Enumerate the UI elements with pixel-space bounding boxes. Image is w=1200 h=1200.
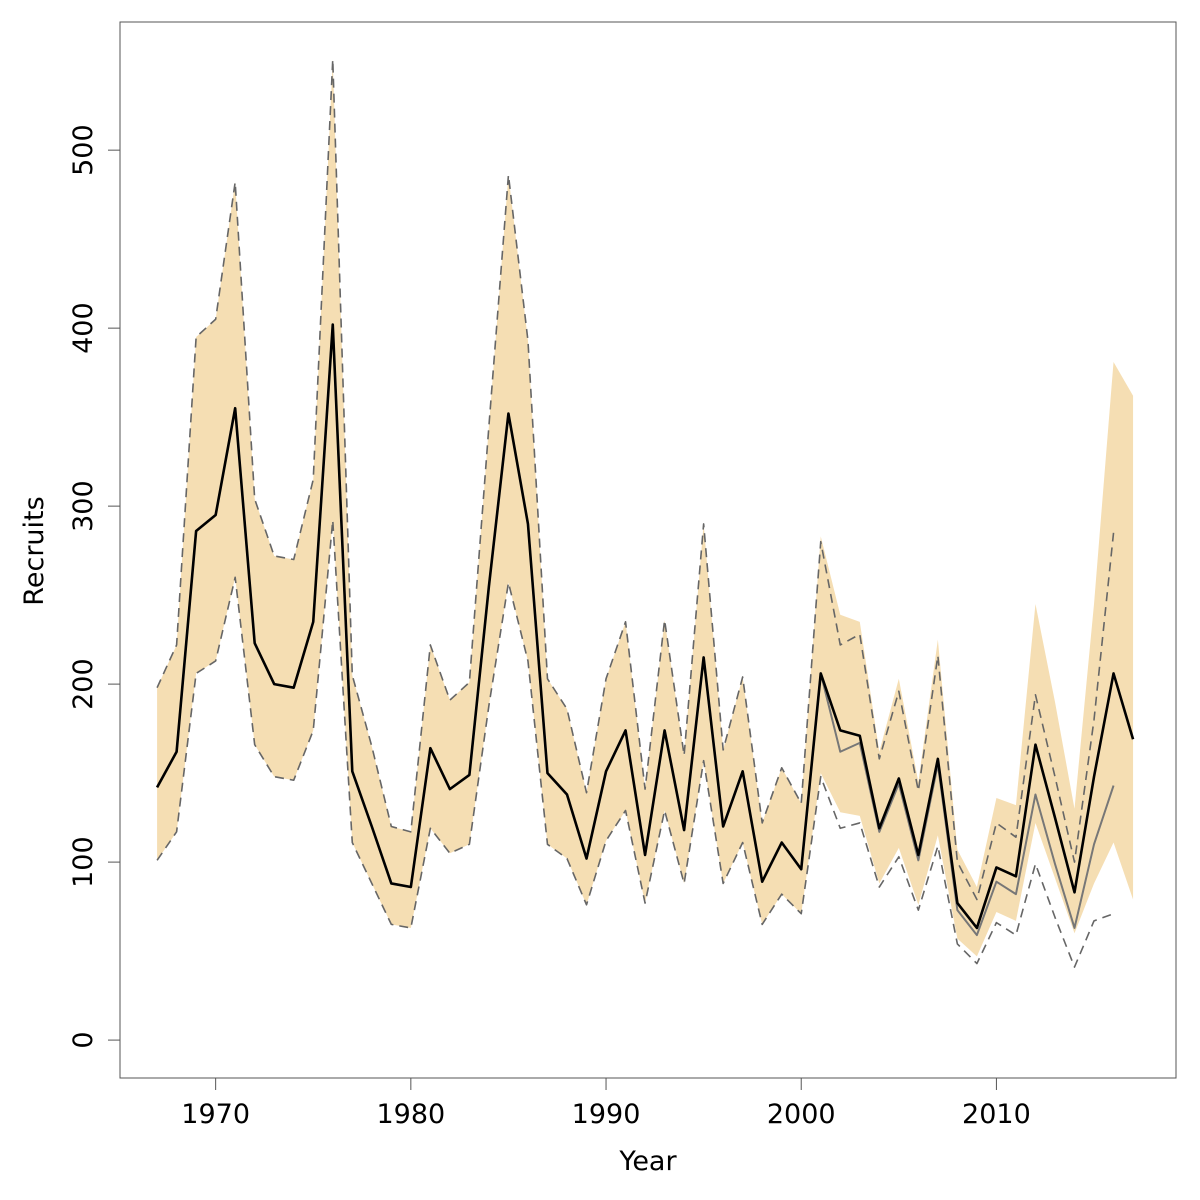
x-tick-label: 1980 (376, 1099, 445, 1130)
y-tick-label: 0 (68, 1031, 99, 1048)
y-tick-label: 500 (68, 124, 99, 176)
y-tick-label: 300 (68, 480, 99, 532)
y-tick-label: 100 (68, 836, 99, 888)
series-line (155, 323, 1135, 930)
x-tick-label: 1970 (181, 1099, 250, 1130)
x-tick-label: 2010 (962, 1099, 1031, 1130)
x-tick-label: 1990 (572, 1099, 641, 1130)
confidence-band (157, 59, 1134, 957)
x-axis-label: Year (618, 1146, 677, 1177)
interval-line (156, 58, 1115, 901)
y-tick-label: 400 (68, 302, 99, 354)
plot-frame (119, 21, 1177, 1079)
interval-line (156, 519, 1114, 968)
y-tick-label: 200 (68, 658, 99, 710)
x-tick-label: 2000 (767, 1099, 836, 1130)
y-axis-label: Recruits (19, 496, 50, 605)
